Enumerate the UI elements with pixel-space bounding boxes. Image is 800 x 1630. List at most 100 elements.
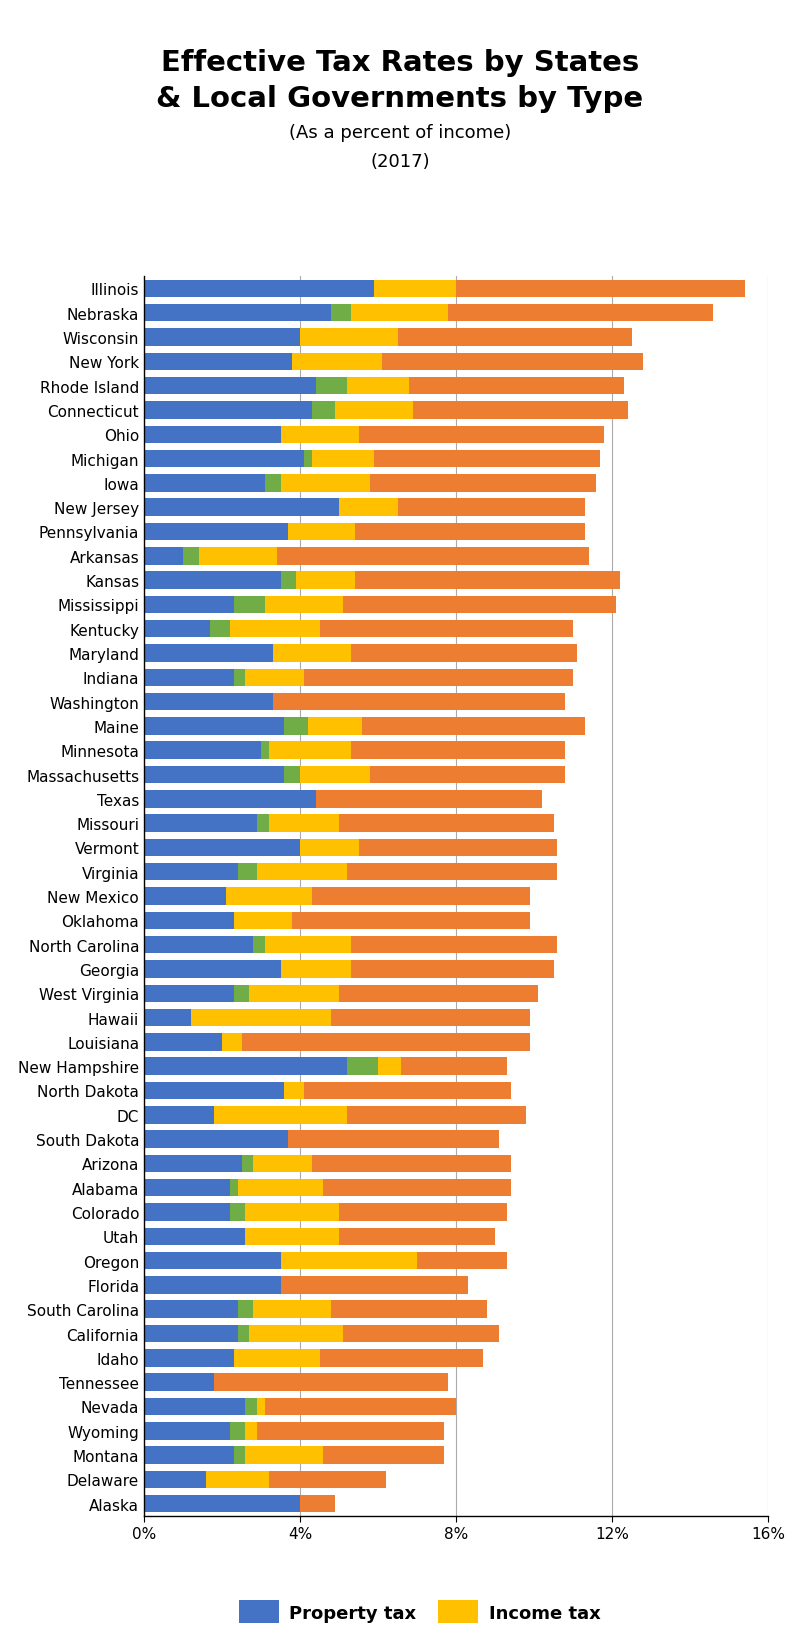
Bar [339,499,398,517]
Bar [448,305,714,323]
Bar [347,1058,378,1076]
Bar [285,1082,304,1100]
Bar [222,1033,242,1051]
Bar [226,888,312,905]
Bar [339,985,538,1002]
Bar [343,1325,499,1343]
Bar [144,1470,206,1488]
Bar [242,1156,253,1172]
Bar [144,378,315,394]
Bar [144,1033,222,1051]
Bar [312,1156,510,1172]
Bar [144,936,253,954]
Bar [265,597,343,615]
Bar [296,572,354,590]
Bar [246,1446,323,1464]
Bar [281,1252,417,1270]
Bar [144,523,288,541]
Bar [144,621,210,637]
Bar [281,474,370,492]
Bar [234,1446,246,1464]
Bar [300,329,398,347]
Bar [144,1325,238,1343]
Bar [288,523,354,541]
Bar [253,1301,331,1319]
Bar [246,1203,339,1221]
Bar [319,621,573,637]
Bar [144,329,300,347]
Bar [273,693,565,711]
Bar [144,354,292,372]
Bar [144,499,339,517]
Bar [144,1495,300,1513]
Bar [144,1178,230,1196]
Bar [144,960,281,978]
Text: Effective Tax Rates by States: Effective Tax Rates by States [161,49,639,77]
Bar [374,280,456,298]
Bar [144,815,257,833]
Bar [281,1276,468,1294]
Bar [144,1131,288,1148]
Bar [300,1495,335,1513]
Bar [242,1033,530,1051]
Bar [257,1399,265,1415]
Bar [285,717,308,735]
Bar [144,1446,234,1464]
Bar [198,548,277,566]
Bar [358,425,604,443]
Bar [410,378,624,394]
Bar [230,1421,246,1439]
Bar [144,913,234,929]
Bar [144,766,285,784]
Bar [277,548,589,566]
Bar [281,960,350,978]
Bar [265,1399,456,1415]
Bar [350,305,448,323]
Bar [144,742,261,760]
Bar [350,936,558,954]
Bar [144,717,285,735]
Bar [417,1252,506,1270]
Bar [398,329,631,347]
Bar [144,1421,230,1439]
Bar [238,1325,250,1343]
Bar [269,742,350,760]
Text: (2017): (2017) [370,153,430,171]
Bar [269,815,339,833]
Bar [382,354,643,372]
Bar [339,1227,495,1245]
Bar [144,1009,191,1027]
Bar [144,1156,242,1172]
Bar [191,1009,331,1027]
Bar [230,1178,238,1196]
Bar [144,839,300,857]
Bar [144,1227,246,1245]
Bar [246,1421,257,1439]
Bar [312,403,335,419]
Bar [206,1470,269,1488]
Bar [285,766,300,784]
Bar [281,572,296,590]
Bar [144,1276,281,1294]
Bar [402,1058,506,1076]
Bar [300,766,370,784]
Bar [246,670,304,686]
Bar [250,985,339,1002]
Bar [144,597,234,615]
Bar [144,474,265,492]
Bar [456,280,745,298]
Bar [273,645,350,662]
Bar [144,1082,285,1100]
Bar [265,936,350,954]
Bar [253,1156,312,1172]
Bar [339,815,554,833]
Bar [312,450,374,468]
Bar [238,1301,253,1319]
Bar [343,597,616,615]
Bar [234,1350,319,1368]
Bar [144,403,312,419]
Bar [250,1325,343,1343]
Bar [312,888,530,905]
Bar [230,1203,246,1221]
Bar [144,548,183,566]
